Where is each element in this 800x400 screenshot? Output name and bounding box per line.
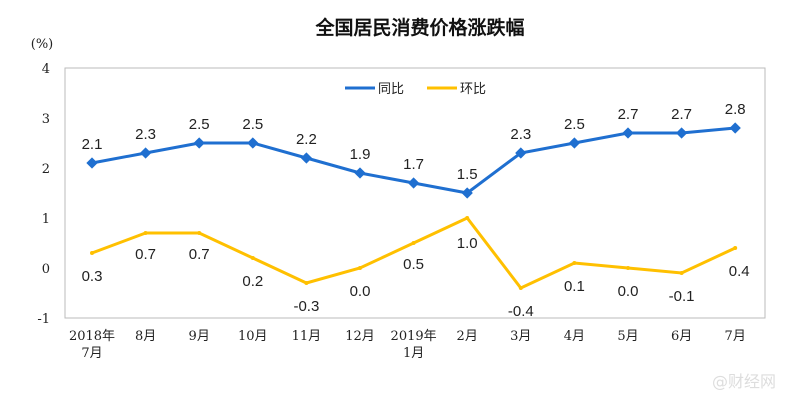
y-tick-label: 3 (42, 112, 50, 127)
data-point (247, 137, 259, 149)
data-point (358, 266, 362, 270)
data-point (354, 167, 366, 179)
data-point (626, 266, 630, 270)
x-tick-label: 1月 (403, 346, 424, 361)
x-tick-label: 11月 (292, 329, 322, 344)
data-point (675, 127, 688, 139)
x-tick-label: 9月 (189, 329, 210, 344)
y-tick-label: 0 (42, 262, 50, 277)
data-label: 0.1 (564, 278, 585, 295)
data-point (300, 152, 313, 164)
data-point (729, 122, 741, 134)
x-tick-label: 7月 (725, 329, 746, 344)
data-label: 2.2 (296, 131, 317, 148)
data-label: 1.7 (403, 156, 424, 173)
data-point (622, 127, 634, 139)
chart-title: 全国居民消费价格涨跌幅 (314, 16, 524, 39)
data-label: 2.8 (725, 101, 746, 118)
data-label: 0.2 (242, 273, 263, 290)
data-point (465, 216, 470, 220)
y-tick-label: 2 (42, 162, 50, 177)
y-tick-label: 1 (42, 212, 50, 227)
data-label: 0.3 (82, 268, 103, 285)
data-label: 0.7 (135, 246, 156, 263)
y-tick-label: 4 (42, 62, 50, 77)
data-point (90, 251, 94, 255)
x-tick-label: 10月 (238, 329, 268, 344)
x-tick-label: 5月 (617, 329, 638, 344)
y-axis-label: (%) (31, 37, 54, 52)
data-point (139, 147, 152, 159)
data-point (515, 147, 527, 159)
data-point (407, 177, 420, 189)
data-label: 2.3 (510, 126, 531, 143)
data-label: 2.5 (189, 116, 210, 133)
data-point (568, 137, 581, 149)
legend-label: 环比 (460, 82, 486, 97)
data-point (572, 261, 577, 265)
plot-area (64, 67, 766, 319)
x-tick-label: 4月 (564, 329, 585, 344)
x-tick-label: 12月 (345, 329, 375, 344)
data-point (143, 231, 148, 235)
data-label: 2.3 (135, 126, 156, 143)
data-label: 1.9 (350, 146, 371, 163)
data-point (250, 256, 255, 260)
y-tick-label: -1 (37, 312, 50, 327)
x-tick-label: 2月 (457, 329, 478, 344)
data-point (86, 157, 98, 169)
watermark: @财经网 (712, 372, 776, 391)
data-label: 1.5 (457, 166, 478, 183)
data-point (411, 241, 416, 245)
data-point (679, 271, 684, 275)
data-label: 2.7 (618, 106, 639, 123)
data-label: 2.1 (82, 136, 103, 153)
x-tick-label: 7月 (81, 346, 102, 361)
data-point (518, 286, 523, 290)
x-tick-label: 2018年 (69, 329, 115, 344)
x-tick-label: 3月 (510, 329, 531, 344)
legend-label: 同比 (378, 82, 404, 97)
data-label: 0.0 (618, 283, 639, 300)
data-label: 2.5 (242, 116, 263, 133)
data-label: -0.1 (669, 288, 695, 305)
data-point (197, 231, 202, 235)
data-label: 0.4 (729, 263, 750, 280)
data-point (461, 187, 473, 199)
data-label: 1.0 (457, 235, 478, 252)
data-point (193, 137, 205, 149)
data-label: 0.5 (403, 256, 424, 273)
data-label: 2.5 (564, 116, 585, 133)
data-label: 0.0 (350, 283, 371, 300)
data-point (733, 246, 738, 250)
data-label: 0.7 (189, 246, 210, 263)
data-label: -0.3 (293, 298, 319, 315)
x-tick-label: 6月 (671, 329, 692, 344)
x-tick-label: 8月 (135, 329, 156, 344)
data-label: -0.4 (508, 303, 534, 320)
x-tick-label: 2019年 (391, 329, 437, 344)
data-point (304, 281, 309, 285)
data-label: 2.7 (671, 106, 692, 123)
